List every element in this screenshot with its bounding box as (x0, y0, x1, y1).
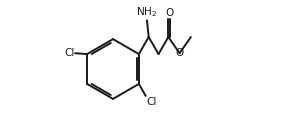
Text: NH$_2$: NH$_2$ (136, 5, 157, 19)
Text: O: O (176, 48, 184, 58)
Text: O: O (165, 8, 173, 18)
Text: Cl: Cl (64, 48, 74, 58)
Text: Cl: Cl (147, 97, 157, 107)
